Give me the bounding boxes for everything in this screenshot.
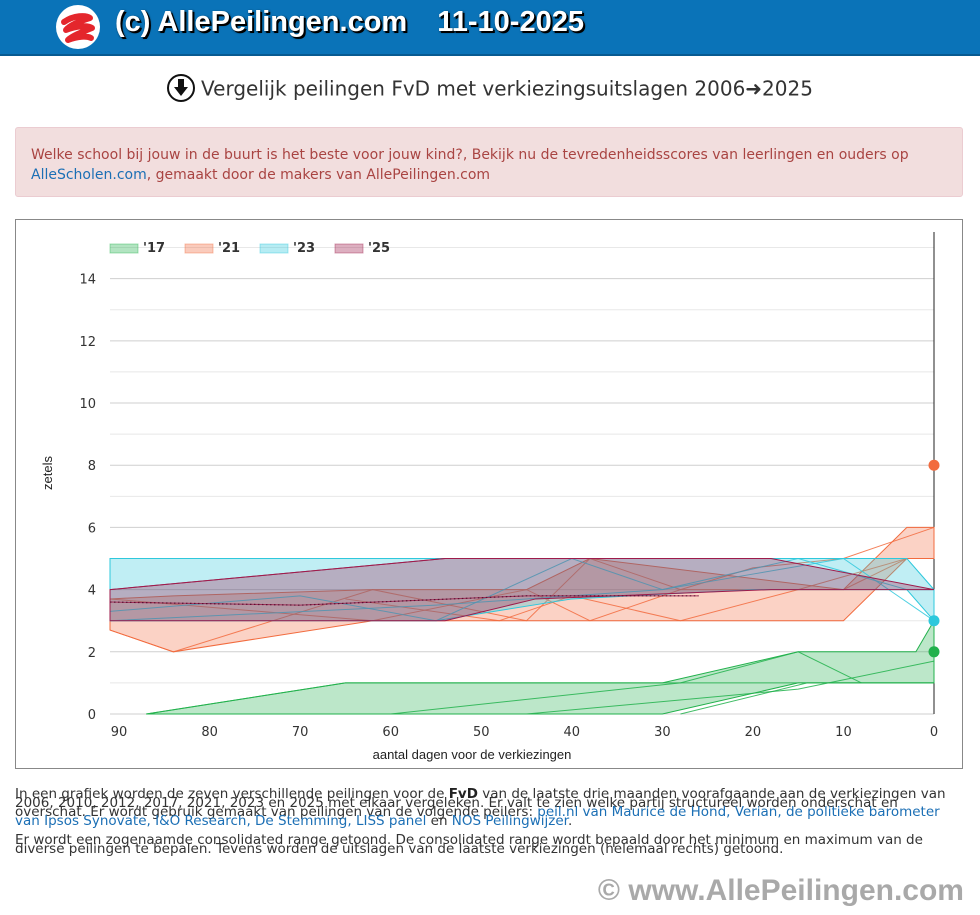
chart-container: 0 2 4 6 8 10 12 14 90 80 70 60 50 40 30 20 10 0 aantal dag… — [15, 219, 963, 769]
x-tick-label-50: 50 — [473, 725, 490, 740]
footer-watermark: © www.AllePeilingen.com — [597, 874, 964, 907]
desc-text-c: en — [426, 813, 452, 829]
x-tick-label-10: 10 — [835, 725, 852, 740]
description-paragraph-2: Er wordt een zogenaamde consolidated ran… — [15, 832, 923, 857]
top-bar: (c) AllePeilingen.com 11-10-2025 — [0, 0, 980, 56]
poll-line-25-1 — [109, 558, 772, 591]
x-axis-label: aantal dagen voor de verkiezingen — [373, 747, 572, 762]
x-tick-label-0: 0 — [930, 725, 938, 740]
x-tick-label-90: 90 — [111, 725, 128, 740]
alert-text-before: Welke school bij jouw in de buurt is het… — [31, 147, 909, 163]
allescholen-link[interactable]: AlleScholen.com — [31, 167, 147, 183]
poll-comparison-chart: 0 2 4 6 8 10 12 14 90 80 70 60 50 40 30 20 10 0 aantal dag… — [40, 232, 940, 762]
description-paragraph-1: In een grafiek worden de zeven verschill… — [15, 787, 965, 829]
poll-line-25-0 — [109, 595, 699, 606]
x-tick-label-80: 80 — [201, 725, 218, 740]
pollers-link[interactable]: peil.nl van Maurice de Hond, Verian, de … — [15, 804, 940, 829]
x-tick-label-40: 40 — [564, 725, 581, 740]
poll-line-17-1 — [390, 651, 862, 715]
poll-line-21-1 — [109, 526, 935, 622]
desc-text-b: van de laatste drie maanden voorafgaande… — [15, 786, 946, 820]
x-tick-label-30: 30 — [654, 725, 671, 740]
poll-line-23-0 — [109, 557, 935, 622]
y-tick-label-4: 4 — [88, 584, 96, 599]
poll-line-17-2 — [526, 660, 935, 715]
x-tick-label-60: 60 — [382, 725, 399, 740]
site-title: (c) AllePeilingen.com 11-10-2025 — [115, 6, 584, 39]
y-tick-label-8: 8 — [88, 459, 96, 474]
site-name: (c) AllePeilingen.com — [115, 6, 408, 38]
result-dot-23 — [928, 615, 940, 627]
y-tick-label-0: 0 — [88, 708, 96, 723]
legend-label-21: '21 — [218, 241, 240, 256]
site-logo[interactable] — [56, 5, 100, 49]
poll-line-17-3 — [680, 682, 934, 715]
header-date: 11-10-2025 — [437, 6, 584, 38]
x-tick-label-20: 20 — [745, 725, 762, 740]
legend-swatch-17 — [109, 243, 139, 254]
nos-link[interactable]: NOS Peilingwijzer — [451, 813, 568, 829]
result-dot-17 — [928, 646, 940, 658]
result-dot-21 — [928, 459, 940, 471]
legend-label-25: '25 — [368, 241, 390, 256]
y-tick-label-6: 6 — [88, 521, 96, 536]
download-icon[interactable] — [167, 74, 196, 102]
page-title: Vergelijk peilingen FvD met verkiezingsu… — [0, 74, 980, 104]
x-tick-label-70: 70 — [292, 725, 309, 740]
desc-party: FvD — [448, 786, 478, 802]
legend-swatch-25 — [334, 243, 364, 254]
desc-text-a: In een grafiek worden de zeven verschill… — [15, 786, 449, 802]
desc-text-d: . — [567, 813, 573, 829]
legend-swatch-21 — [184, 243, 214, 254]
alert-text-after: , gemaakt door de makers van AllePeiling… — [146, 167, 491, 183]
y-axis-label: zetels — [40, 456, 55, 490]
legend-label-17: '17 — [143, 241, 165, 256]
page-title-text: Vergelijk peilingen FvD met verkiezingsu… — [201, 76, 813, 101]
y-tick-label-12: 12 — [79, 335, 96, 350]
legend-swatch-23 — [259, 243, 289, 254]
y-tick-label-2: 2 — [88, 646, 96, 661]
advert-alert: Welke school bij jouw in de buurt is het… — [15, 127, 963, 197]
y-tick-label-14: 14 — [79, 273, 96, 288]
y-tick-label-10: 10 — [79, 397, 96, 412]
legend-label-23: '23 — [293, 241, 315, 256]
